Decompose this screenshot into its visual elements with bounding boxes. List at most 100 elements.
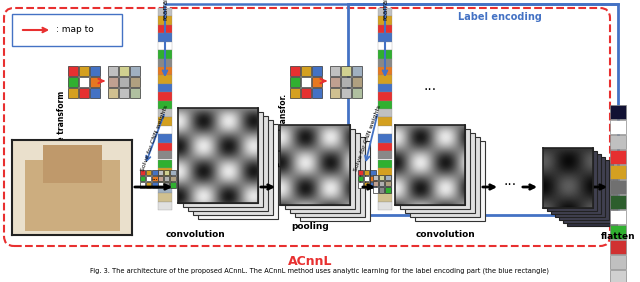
Bar	[379, 181, 385, 186]
Bar	[543, 148, 593, 208]
Bar	[164, 170, 170, 175]
Bar	[158, 160, 172, 168]
Bar	[371, 182, 376, 188]
Bar	[178, 108, 258, 203]
Text: pooling: pooling	[291, 222, 329, 231]
Text: rearrange: rearrange	[382, 0, 388, 20]
Text: Fig. 3. The architecture of the proposed ACnnL. The ACnnL method uses analytic l: Fig. 3. The architecture of the proposed…	[90, 268, 550, 274]
Bar	[373, 181, 378, 186]
Bar	[79, 77, 89, 87]
Bar	[378, 101, 392, 109]
Bar	[385, 175, 390, 180]
Text: Feature transfor.: Feature transfor.	[280, 93, 289, 167]
Bar	[193, 120, 273, 215]
Bar	[395, 125, 465, 205]
Bar	[146, 170, 152, 175]
Bar	[610, 180, 626, 194]
Bar	[378, 58, 392, 67]
Bar	[290, 133, 360, 213]
Bar	[378, 109, 392, 117]
Bar	[364, 176, 369, 181]
Bar	[330, 77, 340, 87]
Bar	[129, 77, 140, 87]
Bar	[290, 88, 300, 98]
Bar	[158, 8, 172, 16]
Text: Label encoding: Label encoding	[458, 12, 542, 22]
Bar	[348, 4, 618, 215]
Bar	[170, 170, 175, 175]
Bar	[610, 225, 626, 239]
Text: ···: ···	[504, 178, 516, 192]
Bar	[385, 187, 390, 193]
Bar	[158, 170, 163, 175]
Bar	[547, 151, 597, 211]
Bar	[108, 66, 118, 76]
Bar	[158, 143, 172, 151]
Bar	[119, 88, 129, 98]
Bar	[158, 176, 163, 181]
Bar	[358, 176, 364, 181]
Bar	[68, 66, 78, 76]
Text: ACnnL: ACnnL	[288, 255, 332, 268]
Bar	[301, 88, 311, 98]
Bar	[158, 193, 172, 202]
Bar	[378, 92, 392, 101]
Bar	[378, 151, 392, 160]
Bar	[378, 75, 392, 84]
Bar	[610, 120, 626, 134]
Bar	[152, 170, 157, 175]
Bar	[378, 126, 392, 134]
Bar	[610, 210, 626, 224]
Bar	[555, 157, 605, 217]
Bar	[90, 77, 100, 87]
Bar	[108, 77, 118, 87]
Bar	[290, 77, 300, 87]
Bar	[170, 176, 175, 181]
Bar	[170, 182, 175, 188]
Bar	[341, 77, 351, 87]
Bar	[90, 88, 100, 98]
Bar	[158, 185, 172, 193]
Bar	[378, 134, 392, 143]
Bar	[378, 168, 392, 176]
Bar	[341, 88, 351, 98]
Bar	[119, 66, 129, 76]
Bar	[378, 176, 392, 185]
Bar	[129, 88, 140, 98]
Bar	[559, 160, 609, 220]
Bar	[341, 66, 351, 76]
Bar	[285, 129, 355, 209]
Text: Solve for CNN weights: Solve for CNN weights	[141, 104, 170, 172]
Bar	[158, 25, 172, 33]
Bar	[378, 50, 392, 58]
Bar	[330, 66, 340, 76]
Bar	[158, 151, 172, 160]
Bar	[301, 77, 311, 87]
Bar	[351, 88, 362, 98]
Bar	[90, 66, 100, 76]
Bar	[378, 16, 392, 25]
Bar	[400, 129, 470, 209]
Bar	[152, 182, 157, 188]
Bar	[567, 166, 617, 226]
Bar	[152, 176, 157, 181]
Bar	[290, 66, 300, 76]
Bar	[610, 105, 626, 119]
Bar	[108, 88, 118, 98]
Bar	[146, 176, 152, 181]
Bar	[164, 182, 170, 188]
Bar	[610, 150, 626, 164]
Bar	[68, 88, 78, 98]
Bar	[140, 170, 145, 175]
Bar	[378, 8, 392, 16]
Bar	[378, 202, 392, 210]
Bar	[198, 124, 278, 219]
Bar	[301, 66, 311, 76]
Bar	[158, 16, 172, 25]
Bar	[146, 182, 152, 188]
Bar	[312, 77, 322, 87]
Bar	[610, 195, 626, 209]
Text: convolution: convolution	[165, 230, 225, 239]
Bar	[158, 92, 172, 101]
Bar	[378, 117, 392, 126]
